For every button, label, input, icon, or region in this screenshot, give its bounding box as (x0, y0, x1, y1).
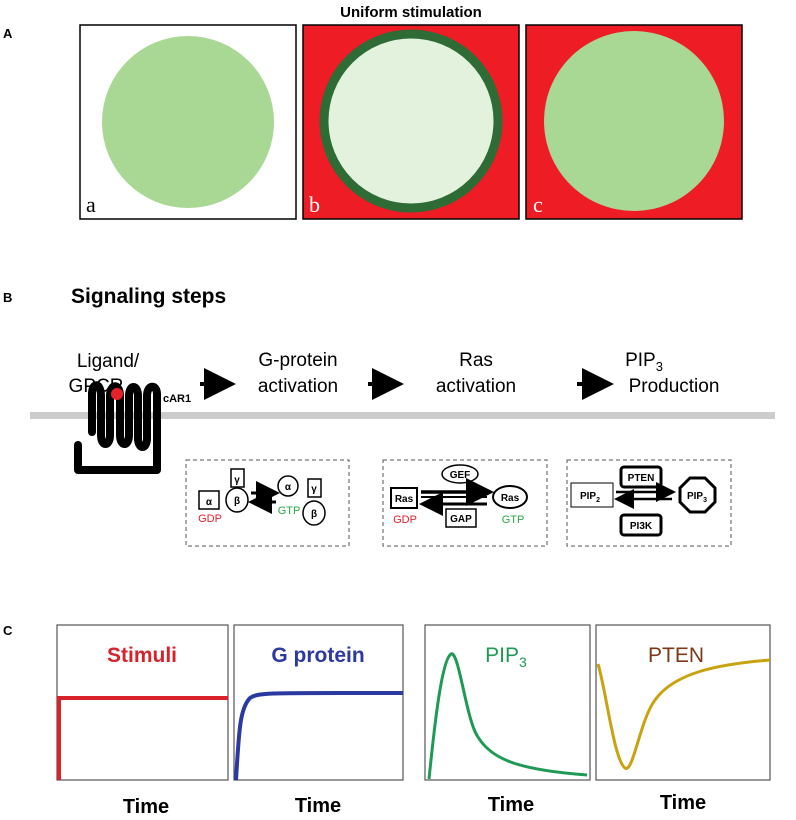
beta-subunit: β (234, 496, 240, 507)
stimuli-curve (57, 696, 228, 780)
alpha-subunit: α (206, 497, 213, 508)
ras-gdp-label: Ras (395, 494, 414, 505)
plot-title-g-protein: G protein (271, 644, 364, 667)
alpha-free-subunit: α (285, 482, 292, 493)
step-ras-line1: Ras (459, 350, 493, 371)
gdp-label: GDP (198, 513, 222, 525)
gprotein-cycle-box: γ α β GDP α GTP γ β (185, 459, 350, 547)
uniform-stimulation-title: Uniform stimulation (340, 4, 482, 21)
step-ligand-line1: Ligand/ (77, 351, 140, 372)
plot-xlabel-g-protein: Time (295, 795, 341, 817)
cell-label-a: a (86, 192, 96, 217)
panel-label-c: C (3, 623, 13, 638)
pip3-label: PIP3 (687, 491, 707, 504)
step-gprotein-line2: activation (258, 376, 338, 397)
cell-label-b: b (309, 192, 320, 217)
cell-c: c (525, 24, 743, 220)
pip2-label: PIP2 (580, 491, 600, 504)
ligand-dot (111, 388, 123, 400)
gap-label: GAP (450, 514, 472, 525)
pip-cycle-box: PIP2 PTEN PI3K PIP3 (566, 459, 732, 547)
plot-xlabel-pip3: Time (488, 794, 534, 816)
cell-membrane (30, 412, 775, 419)
ras-gtp-label: Ras (501, 493, 520, 504)
gef-label: GEF (450, 470, 471, 481)
ras-gdp-nucleotide: GDP (393, 514, 417, 526)
plot-title-stimuli: Stimuli (107, 644, 177, 667)
plot-g-protein: G protein Time (233, 624, 404, 817)
step-gprotein-line1: G-protein (258, 350, 337, 371)
beta-subunit-2: β (311, 509, 317, 520)
cell-b: b (302, 24, 520, 220)
step-ras-line2: activation (436, 376, 516, 397)
plot-xlabel-pten: Time (660, 792, 706, 814)
pi3k-label: PI3K (630, 521, 653, 532)
plot-title-pten: PTEN (648, 644, 704, 667)
plot-stimuli: Stimuli Time (56, 624, 229, 818)
step-pip-line2: Production (629, 376, 720, 397)
gpcr-receptor (74, 381, 161, 474)
receptor-label: cAR1 (163, 393, 191, 405)
panel-label-a: A (3, 26, 13, 41)
gamma-subunit: γ (234, 475, 240, 486)
cell-a: a (79, 24, 297, 220)
gamma-subunit-2: γ (311, 484, 317, 495)
signaling-steps-heading: Signaling steps (71, 285, 226, 308)
g-protein-curve (234, 690, 404, 781)
panel-label-b: B (3, 290, 12, 305)
ras-cycle-box: GEF Ras GDP GAP Ras GTP (382, 459, 548, 547)
plot-xlabel-stimuli: Time (123, 796, 169, 818)
plot-pip3: PIP3 Time (424, 624, 591, 816)
cell-label-c: c (533, 192, 543, 217)
step-pip-line1: PIP3 (625, 350, 663, 374)
ras-gtp-nucleotide: GTP (502, 514, 525, 526)
plot-title-pip3: PIP3 (485, 644, 527, 670)
pip3-curve (427, 652, 588, 780)
plot-pten: PTEN Time (595, 624, 771, 814)
pten-label: PTEN (628, 473, 655, 484)
pten-curve (596, 658, 771, 770)
gtp-label: GTP (278, 505, 301, 517)
